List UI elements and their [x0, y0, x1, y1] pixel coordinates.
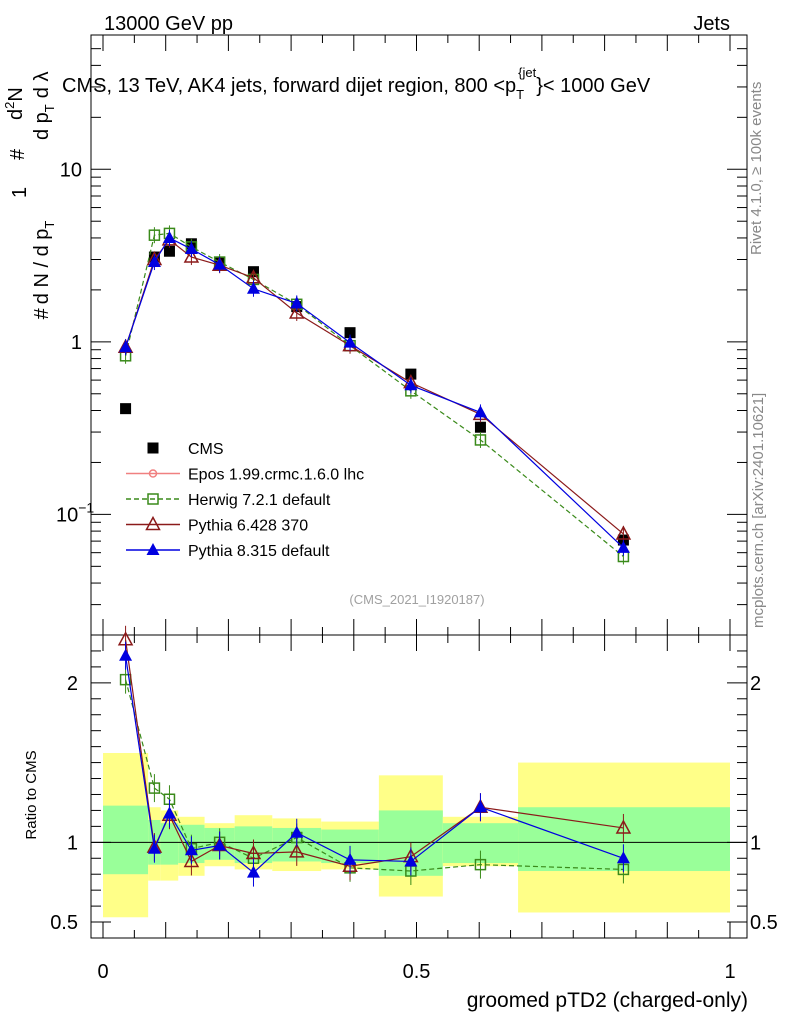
pythia6-ratio-point [183, 852, 200, 868]
x-tick-label: 0 [97, 961, 108, 983]
legend-label-cms: CMS [188, 441, 224, 458]
ratio-y-axis-label: Ratio to CMS [23, 750, 40, 839]
x-tick-label: 0.5 [403, 961, 431, 983]
herwig-ratio-point [148, 782, 161, 794]
pythia8-point [343, 335, 357, 348]
x-axis-label: groomed pTD2 (charged-only) [467, 989, 748, 1012]
pythia8-ratio-point [616, 851, 630, 864]
ratio-y-tick-label-right: 0.5 [750, 912, 778, 934]
svg-text:1: 1 [9, 187, 31, 198]
legend-label-pythia8: Pythia 8.315 default [188, 543, 330, 560]
x-tick-label: 1 [724, 961, 735, 983]
plot-title: CMS, 13 TeV, AK4 jets, forward dijet reg… [62, 65, 651, 102]
svg-text:#d N / d pT: #d N / d pT [31, 221, 57, 320]
legend: CMS Epos 1.99.crmc.1.6.0 lhc Herwig 7.2.1 … [126, 441, 364, 560]
pythia8-point [147, 255, 161, 268]
legend-marker-cms [147, 442, 159, 454]
inner-band-bin [103, 805, 149, 875]
rivet-version-label: Rivet 4.1.0, ≥ 100k events [748, 82, 765, 255]
cms-point [163, 245, 175, 257]
axis-ticks [91, 34, 747, 939]
pythia8-point [213, 257, 227, 270]
pythia8-ratio-point [343, 852, 357, 865]
legend-marker-pythia8 [146, 543, 160, 555]
main-y-tick-label: 1 [71, 332, 82, 354]
ratio-y-tick-label-right: 1 [750, 832, 761, 854]
cms-point [120, 403, 132, 415]
pythia8-ratio-point [473, 800, 487, 813]
pythia8-point [404, 378, 418, 391]
main-y-axis-label: #d N / d pT 1 # d pTd λ d2N [2, 72, 57, 320]
pythia8-point [616, 540, 630, 553]
analysis-id-label: (CMS_2021_I1920187) [349, 592, 484, 607]
pythia6-ratio-point [615, 819, 632, 834]
legend-label-pythia6: Pythia 6.428 370 [188, 518, 308, 535]
mcplots-label: mcplots.cern.ch [arXiv:2401.10621] [750, 393, 767, 628]
pythia8-point [162, 230, 176, 243]
pythia6-ratio-point [288, 843, 305, 858]
herwig-ratio-point [474, 858, 487, 871]
herwig-point [148, 229, 161, 241]
ratio-panel-frame [90, 634, 748, 939]
pythia6-point [615, 525, 632, 540]
ratio-y-tick-label-right: 2 [750, 673, 761, 695]
beam-label: 13000 GeV pp [104, 13, 233, 35]
svg-text:d2N: d2N [2, 87, 27, 120]
pythia6-point [288, 304, 305, 319]
pythia8-ratio-point [404, 854, 418, 867]
pythia8-ratio-point [119, 648, 133, 661]
axis-tick-labels: 0 0.5 1 10 1 10−1 0.5 0.5 1 1 2 2 [50, 159, 778, 983]
pythia8-ratio-point [147, 841, 161, 854]
pythia8-ratio-point [162, 806, 176, 819]
pythia6-line [125, 238, 624, 535]
herwig-point [474, 434, 487, 446]
main-panel-series [117, 225, 632, 565]
ratio-y-tick-label: 1 [67, 832, 78, 854]
main-y-tick-label: 10 [60, 159, 82, 181]
pythia8-ratio-point [184, 843, 198, 856]
pythia8-point [290, 296, 304, 309]
plot-frames [90, 34, 748, 939]
pythia6-ratio-point [245, 844, 262, 860]
pythia8-ratio-point [213, 838, 227, 851]
uncertainty-bands [103, 753, 730, 918]
pythia8-point [473, 405, 487, 418]
ratio-panel-series [117, 625, 632, 887]
category-label: Jets [693, 13, 730, 35]
legend-marker-epos [148, 469, 158, 478]
legend-label-epos: Epos 1.99.crmc.1.6.0 lhc [188, 467, 364, 484]
pythia8-ratio-point [290, 825, 304, 838]
main-y-tick-label: 10−1 [56, 499, 94, 526]
legend-label-herwig: Herwig 7.2.1 default [188, 492, 331, 509]
pythia8-ratio-point [246, 865, 260, 878]
cms-point [474, 421, 486, 433]
legend-marker-herwig [147, 493, 159, 505]
svg-text:d pTd λ: d pTd λ [31, 72, 57, 140]
ratio-y-tick-label: 2 [67, 673, 78, 695]
ratio-y-tick-label: 0.5 [50, 912, 78, 934]
pythia8-point [246, 281, 260, 294]
pythia8-point [119, 340, 133, 353]
pythia8-point [184, 242, 198, 255]
legend-marker-pythia6 [145, 515, 161, 531]
pythia6-point [183, 248, 200, 263]
svg-text:#: # [7, 148, 29, 160]
cms-point [344, 327, 356, 339]
inner-band-bin [160, 823, 179, 865]
